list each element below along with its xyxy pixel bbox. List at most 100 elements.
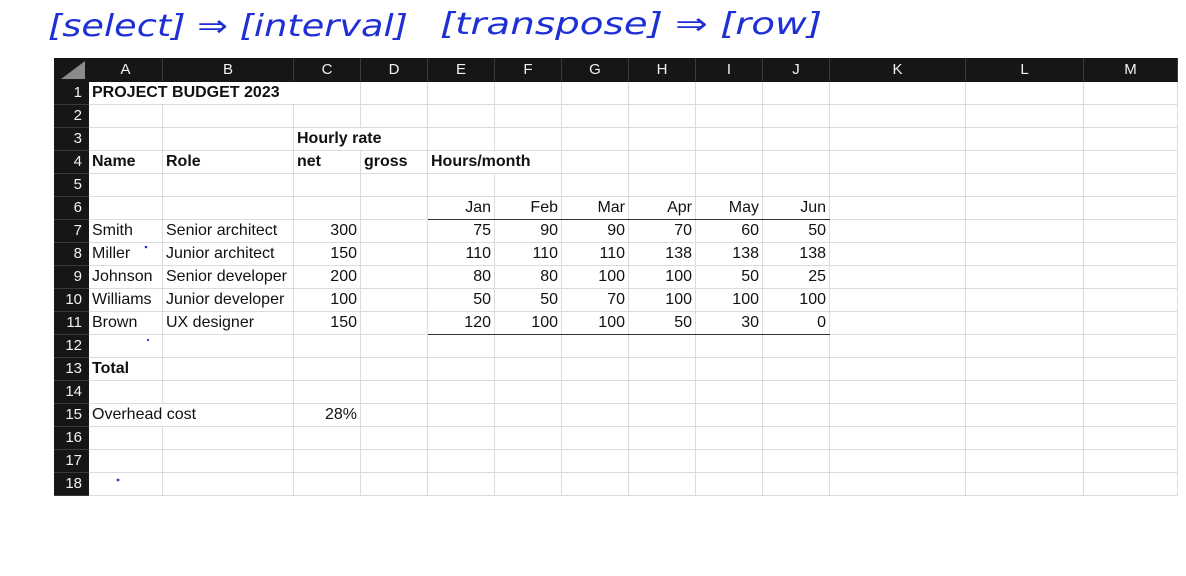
column-header-c[interactable]: C — [293, 58, 361, 82]
cell[interactable] — [360, 403, 428, 427]
hours-cell[interactable]: 100 — [695, 288, 763, 312]
cell[interactable] — [965, 449, 1084, 473]
cell[interactable] — [695, 104, 763, 128]
cell-c15-overhead-value[interactable]: 28% — [293, 403, 361, 427]
cell[interactable] — [762, 449, 830, 473]
hours-cell[interactable]: 75 — [427, 219, 495, 243]
cell[interactable] — [1083, 357, 1178, 381]
column-header-l[interactable]: L — [965, 58, 1084, 82]
cell[interactable] — [762, 403, 830, 427]
column-header-k[interactable]: K — [829, 58, 966, 82]
cell[interactable] — [427, 426, 495, 450]
cell[interactable] — [829, 449, 966, 473]
cell[interactable] — [1083, 472, 1178, 496]
cell[interactable] — [360, 472, 428, 496]
cell[interactable] — [88, 127, 163, 151]
cell[interactable] — [293, 472, 361, 496]
cell[interactable] — [427, 380, 495, 404]
row-header-8[interactable]: 8 — [54, 242, 89, 266]
cell[interactable] — [829, 219, 966, 243]
cell[interactable] — [829, 357, 966, 381]
cell[interactable] — [965, 334, 1084, 358]
cell-a15-overhead-label[interactable]: Overhead cost — [88, 403, 294, 427]
cell[interactable] — [829, 173, 966, 197]
cell[interactable] — [965, 173, 1084, 197]
select-all-corner[interactable] — [54, 58, 89, 82]
cell[interactable] — [88, 196, 163, 220]
cell[interactable] — [965, 288, 1084, 312]
cell[interactable] — [965, 311, 1084, 335]
staff-gross-rate[interactable] — [360, 265, 428, 289]
cell[interactable] — [561, 150, 629, 174]
cell[interactable] — [1083, 150, 1178, 174]
cell[interactable] — [1083, 311, 1178, 335]
hours-cell[interactable]: 80 — [427, 265, 495, 289]
cell[interactable] — [695, 81, 763, 105]
staff-gross-rate[interactable] — [360, 311, 428, 335]
staff-gross-rate[interactable] — [360, 242, 428, 266]
cell[interactable] — [561, 127, 629, 151]
hours-cell[interactable]: 110 — [561, 242, 629, 266]
staff-role[interactable]: Senior developer — [162, 265, 294, 289]
cell[interactable] — [628, 403, 696, 427]
row-header-6[interactable]: 6 — [54, 196, 89, 220]
cell[interactable] — [561, 357, 629, 381]
cell[interactable] — [965, 150, 1084, 174]
row-header-15[interactable]: 15 — [54, 403, 89, 427]
cell[interactable] — [162, 173, 294, 197]
staff-role[interactable]: Junior architect — [162, 242, 294, 266]
cell[interactable] — [762, 150, 830, 174]
hours-cell[interactable]: 100 — [561, 265, 629, 289]
cell[interactable] — [360, 380, 428, 404]
cell[interactable] — [360, 196, 428, 220]
cell[interactable] — [1083, 265, 1178, 289]
cell-a4-name-header[interactable]: Name — [88, 150, 163, 174]
cell[interactable] — [1083, 288, 1178, 312]
staff-net-rate[interactable]: 300 — [293, 219, 361, 243]
cell[interactable] — [561, 81, 629, 105]
cell-c4-net-header[interactable]: net — [293, 150, 361, 174]
cell[interactable] — [628, 357, 696, 381]
staff-role[interactable]: Senior architect — [162, 219, 294, 243]
column-header-j[interactable]: J — [762, 58, 830, 82]
month-header-feb[interactable]: Feb — [494, 196, 562, 220]
staff-role[interactable]: Junior developer — [162, 288, 294, 312]
row-header-5[interactable]: 5 — [54, 173, 89, 197]
cell[interactable] — [427, 127, 495, 151]
cell[interactable] — [829, 127, 966, 151]
cell[interactable] — [1083, 380, 1178, 404]
cell[interactable] — [360, 449, 428, 473]
cell[interactable] — [494, 472, 562, 496]
hours-cell[interactable]: 100 — [762, 288, 830, 312]
cell[interactable] — [1083, 127, 1178, 151]
cell[interactable] — [628, 334, 696, 358]
cell[interactable] — [829, 472, 966, 496]
cell[interactable] — [494, 173, 562, 197]
cell[interactable] — [427, 104, 495, 128]
staff-name[interactable]: Smith — [88, 219, 163, 243]
cell[interactable] — [561, 472, 629, 496]
month-header-jan[interactable]: Jan — [427, 196, 495, 220]
hours-cell[interactable]: 100 — [628, 265, 696, 289]
cell[interactable] — [965, 127, 1084, 151]
cell[interactable] — [762, 127, 830, 151]
staff-name[interactable]: Johnson — [88, 265, 163, 289]
cell[interactable] — [829, 196, 966, 220]
staff-gross-rate[interactable] — [360, 288, 428, 312]
cell[interactable] — [1083, 403, 1178, 427]
cell[interactable] — [427, 334, 495, 358]
cell[interactable] — [965, 242, 1084, 266]
cell[interactable] — [1083, 81, 1178, 105]
column-header-f[interactable]: F — [494, 58, 562, 82]
month-header-jun[interactable]: Jun — [762, 196, 830, 220]
hours-cell[interactable]: 90 — [494, 219, 562, 243]
column-header-g[interactable]: G — [561, 58, 629, 82]
cell[interactable] — [1083, 196, 1178, 220]
hours-cell[interactable]: 70 — [561, 288, 629, 312]
cell[interactable] — [162, 472, 294, 496]
cell[interactable] — [1083, 104, 1178, 128]
cell-a13-total[interactable]: Total — [88, 357, 163, 381]
row-header-16[interactable]: 16 — [54, 426, 89, 450]
hours-cell[interactable]: 50 — [494, 288, 562, 312]
cell[interactable] — [829, 81, 966, 105]
